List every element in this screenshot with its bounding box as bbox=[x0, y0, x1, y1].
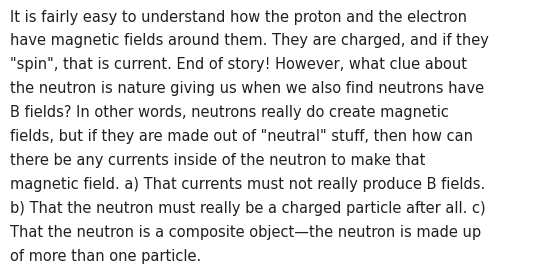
Text: It is fairly easy to understand how the proton and the electron: It is fairly easy to understand how the … bbox=[10, 10, 467, 24]
Text: b) That the neutron must really be a charged particle after all. c): b) That the neutron must really be a cha… bbox=[10, 201, 485, 216]
Text: "spin", that is current. End of story! However, what clue about: "spin", that is current. End of story! H… bbox=[10, 57, 467, 72]
Text: there be any currents inside of the neutron to make that: there be any currents inside of the neut… bbox=[10, 153, 425, 168]
Text: have magnetic fields around them. They are charged, and if they: have magnetic fields around them. They a… bbox=[10, 33, 489, 48]
Text: the neutron is nature giving us when we also find neutrons have: the neutron is nature giving us when we … bbox=[10, 81, 484, 96]
Text: That the neutron is a composite object—the neutron is made up: That the neutron is a composite object—t… bbox=[10, 225, 481, 240]
Text: of more than one particle.: of more than one particle. bbox=[10, 249, 201, 264]
Text: B fields? In other words, neutrons really do create magnetic: B fields? In other words, neutrons reall… bbox=[10, 105, 449, 120]
Text: fields, but if they are made out of "neutral" stuff, then how can: fields, but if they are made out of "neu… bbox=[10, 129, 473, 144]
Text: magnetic field. a) That currents must not really produce B fields.: magnetic field. a) That currents must no… bbox=[10, 177, 485, 192]
